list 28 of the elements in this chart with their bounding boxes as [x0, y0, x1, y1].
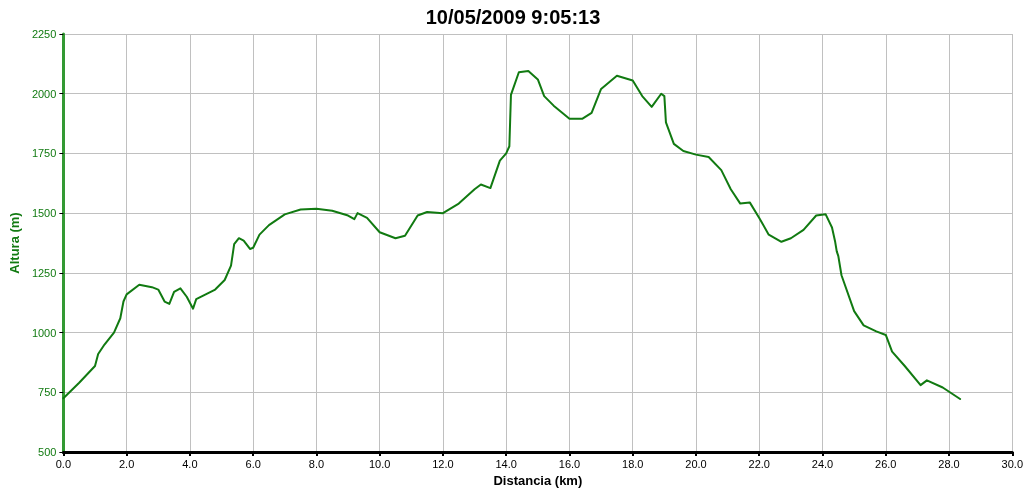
y-tick-label: 1750: [31, 147, 57, 160]
x-tick-label: 12.0: [432, 457, 454, 470]
x-tick-label: 28.0: [938, 457, 960, 470]
line-series: [62, 70, 962, 400]
x-tick-label: 4.0: [182, 457, 198, 470]
x-tick-label: 14.0: [495, 457, 517, 470]
x-tick-label: 30.0: [1001, 457, 1024, 470]
x-tick-label: 10.0: [368, 457, 391, 470]
y-tick-label: 750: [38, 386, 57, 399]
x-tick-label: 8.0: [308, 457, 325, 470]
x-tick-label: 16.0: [558, 457, 581, 470]
y-tick-label: 1500: [31, 207, 57, 220]
chart-title: 10/05/2009 9:05:13: [425, 6, 601, 28]
x-tick-label: 20.0: [685, 457, 707, 470]
x-tick-label: 6.0: [245, 457, 261, 470]
x-tick-label: 2.0: [118, 457, 135, 470]
y-axis-title: Altura (m): [7, 212, 22, 274]
x-tick-label: 0.0: [55, 457, 72, 470]
y-tick-label: 2250: [31, 28, 57, 40]
y-tick-label: 500: [38, 446, 57, 458]
x-tick-label: 26.0: [875, 457, 897, 470]
x-tick-label: 18.0: [622, 457, 644, 470]
x-tick-label: 24.0: [811, 457, 834, 470]
y-tick-label: 1250: [31, 266, 57, 279]
x-tick-label: 22.0: [748, 457, 770, 470]
y-tick-label: 2000: [31, 87, 57, 100]
x-axis-title: Distancia (km): [493, 473, 583, 488]
y-tick-label: 1000: [31, 326, 57, 339]
